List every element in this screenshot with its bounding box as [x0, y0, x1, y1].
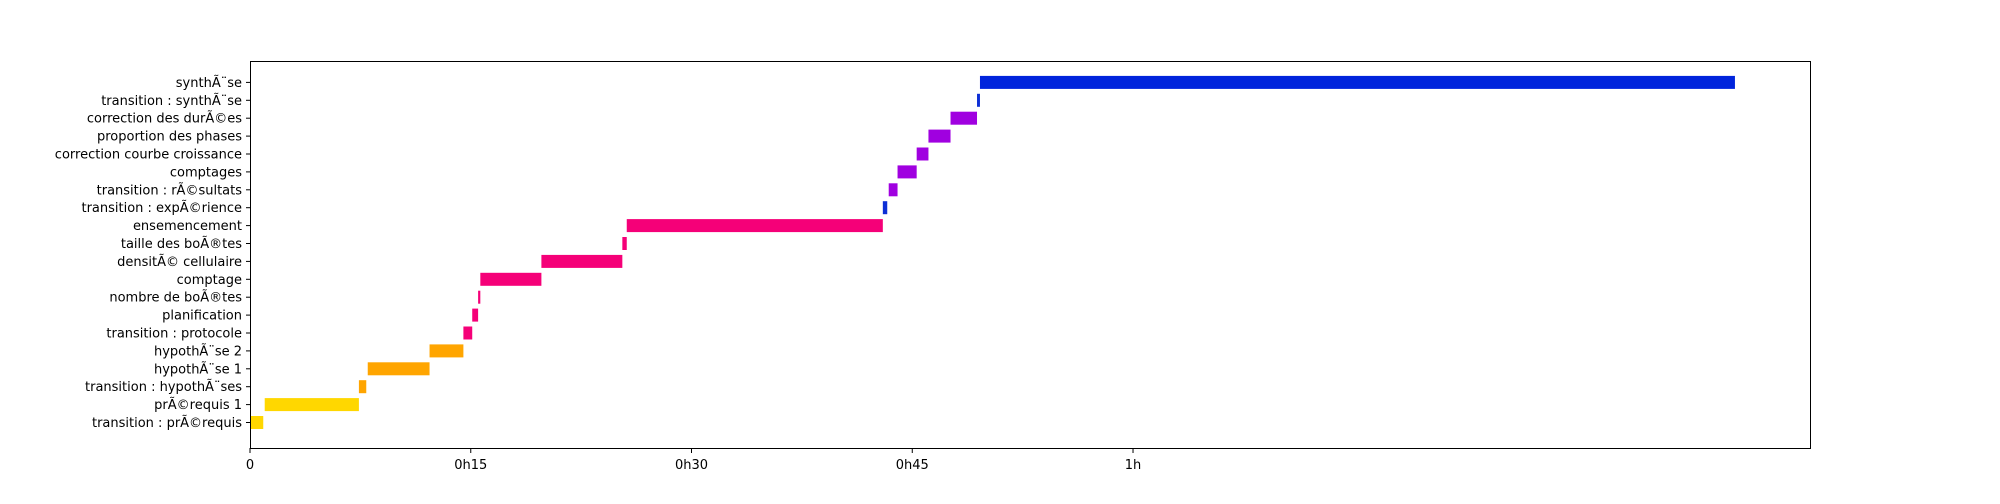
y-tick-label: hypothÃ¨se 2	[154, 343, 242, 359]
task-bar	[480, 272, 542, 286]
y-tick-label: densitÃ© cellulaire	[117, 254, 242, 270]
y-tick-label: transition : rÃ©sultats	[97, 182, 243, 198]
task-bar	[264, 398, 359, 412]
y-tick-label: transition : expÃ©rience	[81, 200, 242, 216]
x-tick-label: 0h45	[896, 458, 929, 473]
y-tick-label: correction des durÃ©es	[87, 111, 242, 127]
y-tick-label: planification	[162, 309, 242, 324]
task-bar	[979, 75, 1735, 89]
task-bar	[882, 201, 888, 215]
task-bar	[429, 344, 464, 358]
task-bar	[916, 147, 929, 161]
x-tick-label: 0	[246, 458, 254, 473]
task-bar	[888, 183, 898, 197]
y-tick-label: taille des boÃ®tes	[121, 236, 242, 252]
y-tick-label: hypothÃ¨se 1	[154, 361, 242, 377]
y-tick-label: proportion des phases	[97, 130, 242, 145]
task-bar	[928, 129, 951, 143]
task-bar	[358, 380, 367, 394]
y-tick-label: transition : synthÃ¨se	[101, 93, 242, 109]
y-tick-label: transition : prÃ©requis	[92, 415, 242, 431]
y-tick-label: comptages	[170, 165, 242, 180]
y-tick-label: transition : protocole	[106, 327, 242, 342]
y-tick-label: transition : hypothÃ¨ses	[85, 379, 242, 395]
task-bar	[950, 111, 978, 125]
task-bar	[626, 219, 883, 233]
plot-frame	[250, 61, 1811, 449]
x-tick-label: 0h15	[454, 458, 487, 473]
task-bar	[472, 308, 479, 322]
task-bar	[367, 362, 430, 376]
task-bar	[478, 290, 481, 304]
task-bar	[897, 165, 917, 179]
x-tick-label: 1h	[1125, 458, 1142, 473]
task-bar	[622, 237, 627, 250]
x-ticks: 0 0h15 0h30 0h45 1h	[246, 448, 1141, 473]
y-tick-label: prÃ©requis 1	[154, 397, 242, 413]
y-tick-label: comptage	[177, 273, 242, 288]
y-tick-label: nombre de boÃ®tes	[109, 290, 242, 306]
y-tick-labels: transition : prÃ©requis prÃ©requis 1 trans…	[55, 75, 250, 431]
task-bar	[541, 254, 623, 268]
task-bar	[250, 416, 264, 429]
task-bar	[977, 93, 980, 107]
bars-layer	[250, 75, 1735, 429]
task-bar	[463, 326, 473, 340]
x-tick-label: 0h30	[675, 458, 708, 473]
y-tick-label: ensemencement	[133, 219, 242, 234]
y-tick-label: correction courbe croissance	[55, 148, 242, 163]
y-tick-label: synthÃ¨se	[176, 75, 242, 91]
